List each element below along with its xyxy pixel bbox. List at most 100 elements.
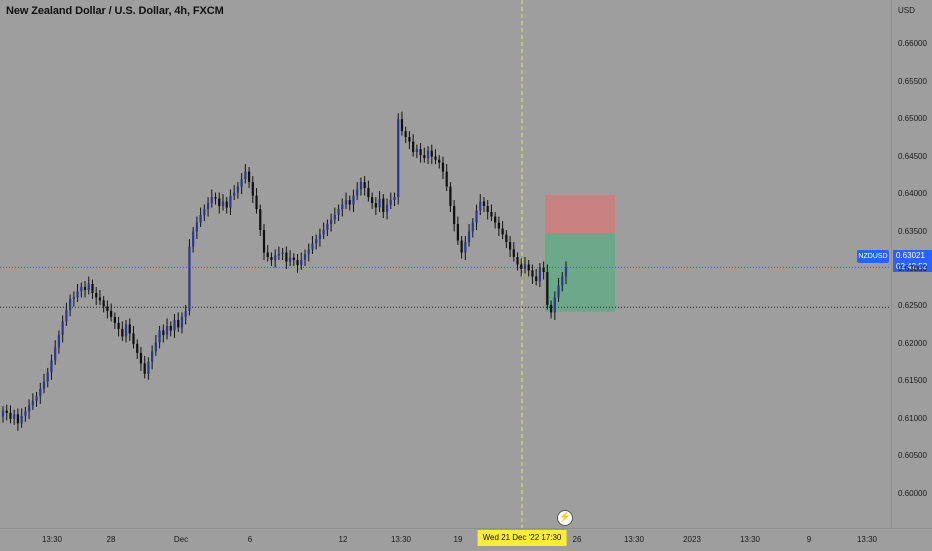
candle-body xyxy=(221,201,225,207)
candle-body xyxy=(247,171,251,183)
candle-body xyxy=(516,257,519,265)
candle-body xyxy=(35,396,38,401)
candle-body xyxy=(464,242,467,253)
candle-body xyxy=(441,162,445,172)
candle-body xyxy=(501,228,504,235)
time-scale[interactable] xyxy=(0,528,932,551)
candle-body xyxy=(210,197,213,204)
candle-body xyxy=(296,260,299,266)
candle-body xyxy=(497,222,501,229)
y-tick-label: 0.62500 xyxy=(898,301,927,311)
candle-body xyxy=(423,155,426,159)
x-tick-label: 2023 xyxy=(683,535,701,544)
candle-body xyxy=(154,342,157,352)
candle-body xyxy=(147,361,150,374)
candle-body xyxy=(415,149,418,153)
y-tick-label: 0.63500 xyxy=(898,226,927,236)
candle-body xyxy=(456,224,459,241)
candle-body xyxy=(505,234,508,243)
candle-body xyxy=(546,271,549,305)
candle-body xyxy=(9,412,12,419)
candle-body xyxy=(385,204,389,213)
candle-body xyxy=(270,257,273,261)
candle-body xyxy=(512,249,515,258)
x-tick-label: 13:30 xyxy=(856,535,878,544)
candle-body xyxy=(206,203,210,210)
candle-body xyxy=(95,292,98,298)
y-tick-label: 0.65500 xyxy=(898,76,927,86)
candle-body xyxy=(132,333,135,344)
candle-body xyxy=(39,388,42,397)
candle-body xyxy=(110,310,113,317)
candle-body xyxy=(553,297,556,313)
candle-body xyxy=(285,252,288,262)
bolt-icon[interactable]: ⚡ xyxy=(557,510,573,526)
candle-body xyxy=(117,322,120,329)
candle-body xyxy=(453,206,456,225)
candle-body xyxy=(80,286,83,292)
candle-body xyxy=(397,119,400,198)
candle-body xyxy=(162,330,165,335)
candle-body xyxy=(31,400,34,406)
candle-body xyxy=(438,159,441,163)
candle-body xyxy=(326,224,329,231)
candle-body xyxy=(486,206,489,213)
y-tick-label: 0.62000 xyxy=(898,338,927,348)
candle-body xyxy=(50,360,53,373)
candle-body xyxy=(266,252,269,258)
candle-body xyxy=(169,325,172,331)
x-tick-label: 26 xyxy=(572,535,582,544)
x-tick-label: 28 xyxy=(106,535,116,544)
candle-body xyxy=(300,260,303,266)
candle-body xyxy=(292,257,295,261)
candle-body xyxy=(378,198,381,208)
y-tick-label: 0.65000 xyxy=(898,114,927,124)
candle-body xyxy=(393,197,396,201)
candle-body xyxy=(382,198,385,213)
candle-body xyxy=(348,200,351,205)
last-price-value: 0.63021 xyxy=(896,251,925,260)
candle-body xyxy=(124,324,128,337)
y-tick-label: 0.66000 xyxy=(898,39,927,49)
candle-body xyxy=(329,219,333,225)
candle-body xyxy=(255,195,258,210)
symbol-badge: NZDUSD xyxy=(857,250,889,263)
candle-body xyxy=(404,131,407,138)
candle-body xyxy=(42,381,46,389)
candle-body xyxy=(180,316,184,328)
candle-body xyxy=(412,141,415,153)
candle-body xyxy=(27,405,31,412)
candle-body xyxy=(374,203,377,208)
y-tick-label: 0.63000 xyxy=(898,263,927,273)
price-chart[interactable] xyxy=(0,0,891,528)
candle-body xyxy=(307,249,310,255)
candle-body xyxy=(87,283,90,290)
candle-body xyxy=(259,209,262,231)
candle-body xyxy=(158,330,161,343)
candle-body xyxy=(102,300,105,307)
candle-body xyxy=(460,240,463,253)
x-tick-label: 6 xyxy=(247,535,253,544)
x-tick-label: 13:30 xyxy=(41,535,63,544)
candle-body xyxy=(262,230,266,253)
candle-body xyxy=(389,200,392,205)
candle-body xyxy=(445,171,448,187)
x-tick-label: 9 xyxy=(806,535,812,544)
candle-body xyxy=(281,252,284,255)
candle-body xyxy=(203,209,206,216)
candle-body xyxy=(54,347,57,361)
candle-body xyxy=(233,192,236,196)
candle-body xyxy=(337,209,340,216)
chart-title: New Zealand Dollar / U.S. Dollar, 4h, FX… xyxy=(6,5,224,17)
y-tick-label: 0.60000 xyxy=(898,488,927,498)
candle-body xyxy=(251,182,254,196)
candle-body xyxy=(46,372,49,382)
candle-body xyxy=(195,222,198,232)
candle-body xyxy=(527,264,530,271)
candle-body xyxy=(128,324,131,334)
candle-body xyxy=(538,267,542,281)
candle-body xyxy=(322,230,325,235)
candle-body xyxy=(564,267,568,277)
candle-body xyxy=(1,410,5,417)
